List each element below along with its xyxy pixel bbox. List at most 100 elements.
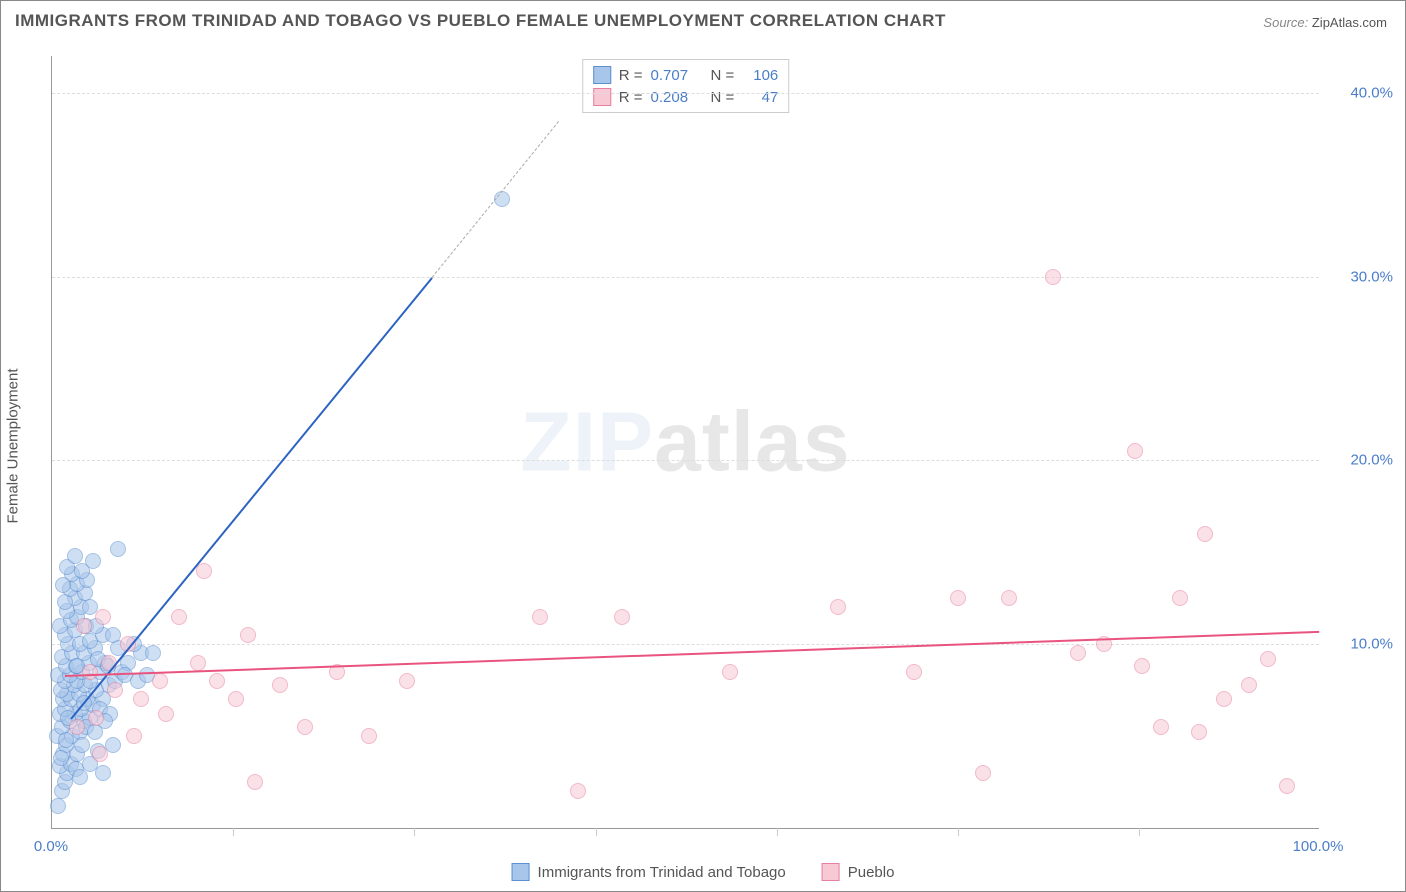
- data-point: [1153, 719, 1169, 735]
- data-point: [1172, 590, 1188, 606]
- data-point: [53, 750, 69, 766]
- gridline: [52, 460, 1319, 461]
- data-point: [92, 746, 108, 762]
- data-point: [110, 541, 126, 557]
- chart-title: IMMIGRANTS FROM TRINIDAD AND TOBAGO VS P…: [15, 11, 946, 31]
- data-point: [272, 677, 288, 693]
- data-point: [190, 655, 206, 671]
- data-point: [50, 798, 66, 814]
- series-legend: Immigrants from Trinidad and Tobago Puebl…: [512, 863, 895, 881]
- data-point: [975, 765, 991, 781]
- legend-swatch: [593, 66, 611, 84]
- gridline: [52, 93, 1319, 94]
- data-point: [1191, 724, 1207, 740]
- data-point: [722, 664, 738, 680]
- data-point: [361, 728, 377, 744]
- data-point: [1127, 443, 1143, 459]
- data-point: [1260, 651, 1276, 667]
- legend-r-value: 0.208: [651, 89, 703, 106]
- legend-item: Pueblo: [822, 863, 895, 881]
- data-point: [74, 737, 90, 753]
- data-point: [76, 618, 92, 634]
- data-point: [399, 673, 415, 689]
- x-minor-tick: [958, 828, 959, 836]
- gridline: [52, 277, 1319, 278]
- data-point: [67, 548, 83, 564]
- legend-swatch: [822, 863, 840, 881]
- x-minor-tick: [414, 828, 415, 836]
- data-point: [158, 706, 174, 722]
- data-point: [1134, 658, 1150, 674]
- data-point: [152, 673, 168, 689]
- correlation-legend: R = 0.707 N = 106 R = 0.208 N = 47: [582, 59, 790, 113]
- data-point: [105, 627, 121, 643]
- trend-line-extrapolated: [432, 121, 559, 278]
- x-tick-label: 100.0%: [1293, 838, 1344, 855]
- y-tick-label: 10.0%: [1350, 636, 1393, 653]
- legend-n-label: N =: [711, 67, 735, 84]
- x-minor-tick: [1139, 828, 1140, 836]
- legend-swatch: [593, 88, 611, 106]
- data-point: [1279, 778, 1295, 794]
- data-point: [196, 563, 212, 579]
- data-point: [126, 728, 142, 744]
- data-point: [107, 682, 123, 698]
- legend-n-value: 47: [742, 89, 778, 106]
- legend-item: Immigrants from Trinidad and Tobago: [512, 863, 786, 881]
- plot-area: ZIPatlas R = 0.707 N = 106 R = 0.208 N = 47: [51, 56, 1319, 829]
- data-point: [1216, 691, 1232, 707]
- data-point: [58, 732, 74, 748]
- data-point: [171, 609, 187, 625]
- data-point: [88, 710, 104, 726]
- watermark: ZIPatlas: [520, 394, 850, 491]
- data-point: [1070, 645, 1086, 661]
- data-point: [133, 691, 149, 707]
- legend-r-label: R =: [619, 89, 643, 106]
- chart-container: IMMIGRANTS FROM TRINIDAD AND TOBAGO VS P…: [0, 0, 1406, 892]
- x-minor-tick: [777, 828, 778, 836]
- data-point: [95, 609, 111, 625]
- source-label: Source:: [1263, 15, 1308, 30]
- data-point: [906, 664, 922, 680]
- data-point: [614, 609, 630, 625]
- legend-label: Immigrants from Trinidad and Tobago: [538, 864, 786, 881]
- legend-n-value: 106: [742, 67, 778, 84]
- data-point: [1197, 526, 1213, 542]
- data-point: [82, 664, 98, 680]
- data-point: [209, 673, 225, 689]
- legend-n-label: N =: [711, 89, 735, 106]
- legend-swatch: [512, 863, 530, 881]
- data-point: [570, 783, 586, 799]
- y-tick-label: 20.0%: [1350, 452, 1393, 469]
- watermark-zip: ZIP: [520, 395, 654, 489]
- y-tick-label: 40.0%: [1350, 84, 1393, 101]
- data-point: [69, 719, 85, 735]
- data-point: [494, 191, 510, 207]
- y-tick-label: 30.0%: [1350, 268, 1393, 285]
- legend-label: Pueblo: [848, 864, 895, 881]
- legend-r-value: 0.707: [651, 67, 703, 84]
- gridline: [52, 644, 1319, 645]
- data-point: [1241, 677, 1257, 693]
- data-point: [1001, 590, 1017, 606]
- data-point: [95, 765, 111, 781]
- data-point: [145, 645, 161, 661]
- data-point: [532, 609, 548, 625]
- x-minor-tick: [233, 828, 234, 836]
- x-tick-label: 0.0%: [34, 838, 68, 855]
- data-point: [228, 691, 244, 707]
- data-point: [247, 774, 263, 790]
- watermark-atlas: atlas: [654, 395, 850, 489]
- trend-line: [70, 277, 433, 719]
- y-axis-label: Female Unemployment: [5, 368, 22, 523]
- data-point: [1045, 269, 1061, 285]
- legend-row: R = 0.208 N = 47: [593, 86, 779, 108]
- legend-row: R = 0.707 N = 106: [593, 64, 779, 86]
- data-point: [830, 599, 846, 615]
- source-attribution: Source: ZipAtlas.com: [1263, 15, 1387, 30]
- x-minor-tick: [596, 828, 597, 836]
- data-point: [950, 590, 966, 606]
- source-value: ZipAtlas.com: [1312, 15, 1387, 30]
- data-point: [55, 577, 71, 593]
- legend-r-label: R =: [619, 67, 643, 84]
